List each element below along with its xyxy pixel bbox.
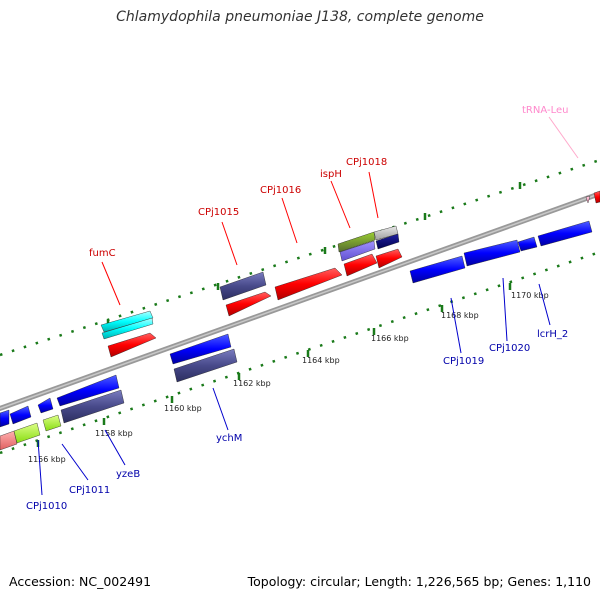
tick-label-1168: 1168 kbp [441,311,479,320]
gene-red-edge[interactable] [593,190,600,204]
rna-label-group: tRNA-Leu [522,105,579,159]
gene-lcrH_2[interactable] [537,220,593,247]
gene-tRNA-Leu[interactable] [585,195,591,204]
gene-CPj1018[interactable] [375,248,403,269]
gene-CPj1016[interactable] [274,267,343,301]
gene-CPj1015[interactable] [219,271,267,301]
gene-CPj1020[interactable] [463,239,521,267]
gene-blue-small[interactable] [517,236,538,252]
gene-lime-1[interactable] [13,422,41,444]
gene-CPj1010[interactable] [9,405,32,425]
accession-text: Accession: NC_002491 [9,574,152,589]
forward-label-group: fumC CPj1015 CPj1016 ispH CPj1018 [89,157,387,306]
tick-label-1158: 1158 kbp [95,429,133,438]
label-tRNA-Leu: tRNA-Leu [522,105,568,116]
genome-backbone [0,190,600,412]
label-CPj1020: CPj1020 [489,343,530,354]
label-CPj1016: CPj1016 [260,185,301,196]
gene-red-1[interactable] [107,332,157,358]
tick-label-1166: 1166 kbp [371,334,409,343]
tick-label-1162: 1162 kbp [233,379,271,388]
label-yzeB: yzeB [116,469,140,480]
gene-lav[interactable] [339,240,376,262]
label-CPj1018: CPj1018 [346,157,387,168]
gene-CPj1019[interactable] [409,255,466,284]
reverse-features [0,220,593,451]
gene-slate-left[interactable] [60,389,125,424]
gene-red-2[interactable] [225,291,272,317]
label-CPj1019: CPj1019 [443,356,484,367]
genome-summary-text: Topology: circular; Length: 1,226,565 bp… [247,574,591,589]
reverse-label-group: CPj1010 CPj1011 yzeB ychM CPj1019 CPj102… [26,277,568,512]
gene-ispH-olive[interactable] [337,231,376,253]
tick-label-1164: 1164 kbp [302,356,340,365]
outer-tick-rail [0,158,600,357]
gene-navy[interactable] [375,233,400,250]
tick-label-1156: 1156 kbp [28,455,66,464]
label-CPj1011: CPj1011 [69,485,110,496]
tick-label-1160: 1160 kbp [164,404,202,413]
gene-slate-mid[interactable] [173,348,238,383]
label-CPj1010: CPj1010 [26,501,67,512]
inner-tick-rail [0,250,600,455]
gene-lime-2[interactable] [42,414,62,432]
gene-ychM[interactable] [169,333,232,365]
gene-fumC[interactable] [100,310,154,333]
label-fumC: fumC [89,248,116,259]
forward-features [100,190,600,358]
label-ychM: ychM [216,433,242,444]
tick-label-1170: 1170 kbp [511,291,549,300]
map-title: Chlamydophila pneumoniae J138, complete … [116,9,484,25]
gene-yzeB[interactable] [56,374,120,407]
gene-CPj1011[interactable] [37,397,54,414]
tick-labels: 1156 kbp 1158 kbp 1160 kbp 1162 kbp 1164… [28,291,549,464]
label-lcrH_2: lcrH_2 [537,329,568,340]
label-CPj1015: CPj1015 [198,207,239,218]
gene-salmon[interactable] [0,430,18,451]
gene-fumC-b[interactable] [101,317,154,340]
gene-blue-left[interactable] [0,409,10,428]
label-ispH: ispH [320,169,342,180]
gene-ispH[interactable] [343,253,378,277]
